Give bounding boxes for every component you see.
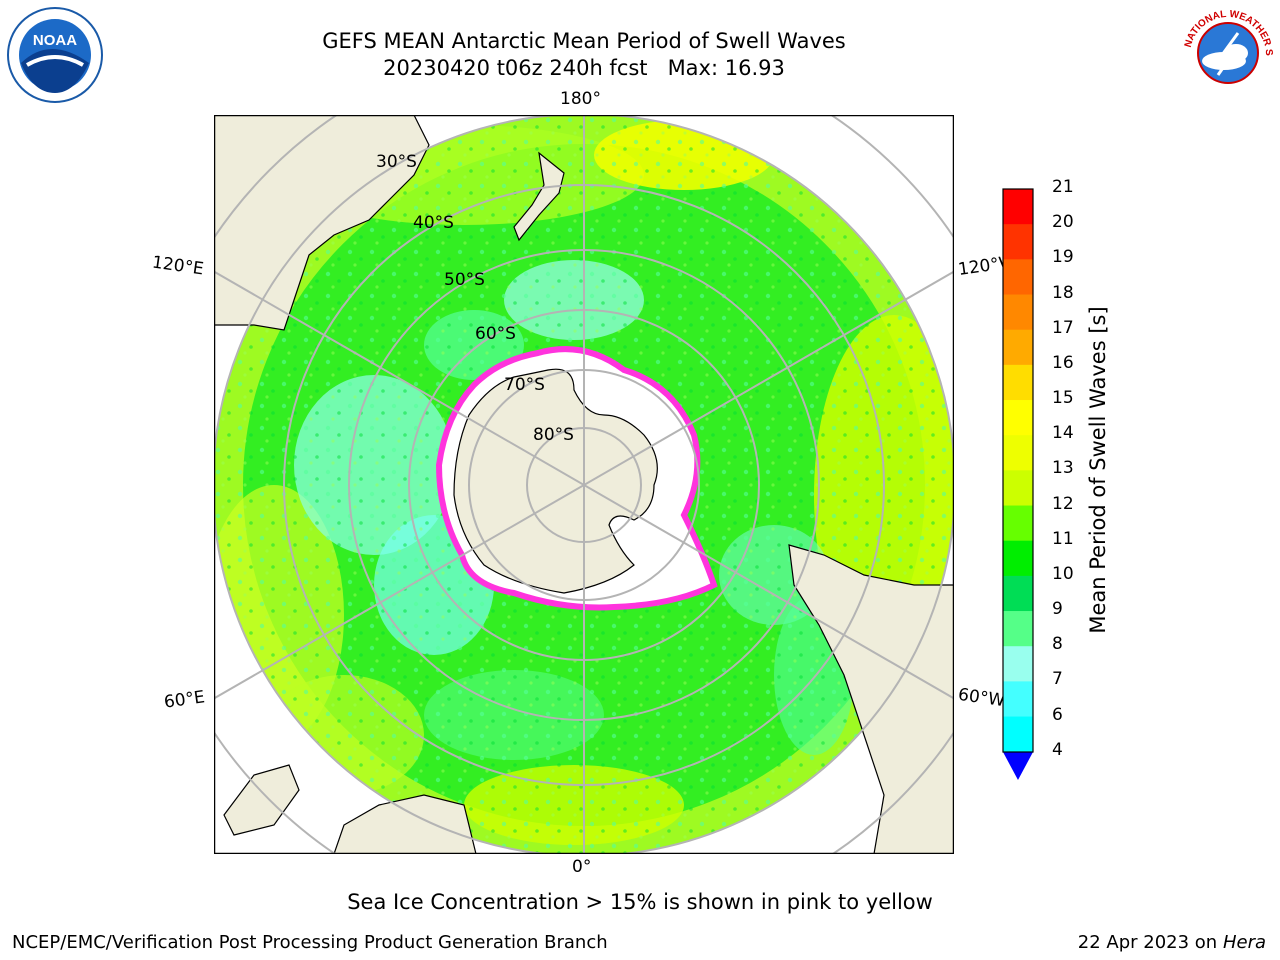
colorbar-tick: 15 [1052, 388, 1074, 409]
colorbar-tick: 7 [1052, 669, 1063, 690]
lon-label-120e: 120°E [150, 252, 205, 280]
colorbar-segment [1003, 681, 1033, 718]
graticule [214, 115, 954, 854]
colorbar-label: Mean Period of Swell Waves [s] [1086, 306, 1110, 634]
colorbar-segment [1003, 224, 1033, 260]
colorbar-segment [1003, 540, 1033, 577]
colorbar-tick: 21 [1052, 177, 1074, 197]
colorbar-segment [1003, 259, 1033, 296]
colorbar-segment [1003, 646, 1033, 682]
noaa-logo-text: NOAA [33, 32, 77, 49]
map-frame [214, 115, 954, 854]
colorbar-segment [1003, 716, 1033, 753]
colorbar-segment [1003, 470, 1033, 507]
colorbar-segment [1003, 611, 1033, 647]
colorbar-tick: 8 [1052, 634, 1063, 655]
polar-map [214, 115, 954, 854]
lon-label-0: 0° [572, 857, 592, 877]
colorbar-tick: 18 [1052, 282, 1074, 303]
colorbar-tick: 16 [1052, 352, 1074, 373]
colorbar-segment [1003, 294, 1033, 331]
footer-credit: NCEP/EMC/Verification Post Processing Pr… [12, 932, 608, 953]
madagascar-land [223, 764, 300, 836]
lat-label-30s: 30°S [376, 152, 417, 172]
lat-label-40s: 40°S [413, 213, 454, 233]
chart-subtitle: 20230420 t06z 240h fcst Max: 16.93 [383, 56, 785, 80]
colorbar-tick: 9 [1052, 599, 1063, 620]
colorbar-tick: 12 [1052, 493, 1074, 514]
new-zealand-land [513, 151, 565, 242]
colorbar-segment [1003, 329, 1033, 366]
lon-label-180: 180° [560, 89, 601, 109]
south-america-land [788, 544, 954, 854]
colorbar-segment [1003, 435, 1033, 471]
lon-label-60w: 60°W [956, 684, 1007, 712]
colorbar-tick: 11 [1052, 528, 1074, 549]
colorbar-segment [1003, 575, 1033, 612]
lat-label-70s: 70°S [504, 375, 545, 395]
footer-date: 22 Apr 2023 on Hera [1078, 932, 1266, 953]
colorbar-segment [1003, 364, 1033, 401]
lat-label-80s: 80°S [533, 425, 574, 445]
chart-title: GEFS MEAN Antarctic Mean Period of Swell… [322, 29, 846, 53]
colorbar-tick: 14 [1052, 423, 1074, 444]
colorbar-tick: 19 [1052, 247, 1074, 268]
colorbar-segment [1003, 189, 1033, 225]
nws-logo: NATIONAL WEATHER SERVICE [1178, 3, 1275, 100]
colorbar-segment [1003, 505, 1033, 542]
colorbar-tick: 13 [1052, 458, 1074, 479]
lon-label-60e: 60°E [162, 687, 207, 713]
colorbar-segment [1003, 400, 1033, 436]
footer-host: Hera [1222, 932, 1266, 953]
noaa-logo: NOAA [7, 7, 103, 103]
colorbar-tick: 20 [1052, 212, 1074, 233]
africa-land [333, 794, 477, 854]
sea-ice-note: Sea Ice Concentration > 15% is shown in … [347, 890, 933, 914]
colorbar-tick: 10 [1052, 563, 1074, 584]
colorbar-extend-arrow [1003, 752, 1033, 780]
colorbar-tick: 17 [1052, 317, 1074, 338]
colorbar [1002, 188, 1034, 780]
footer-date-text: 22 Apr 2023 on [1077, 932, 1223, 953]
colorbar-tick: 4 [1052, 739, 1063, 760]
lat-label-60s: 60°S [475, 324, 516, 344]
lat-label-50s: 50°S [444, 270, 485, 290]
colorbar-tick: 6 [1052, 704, 1063, 725]
